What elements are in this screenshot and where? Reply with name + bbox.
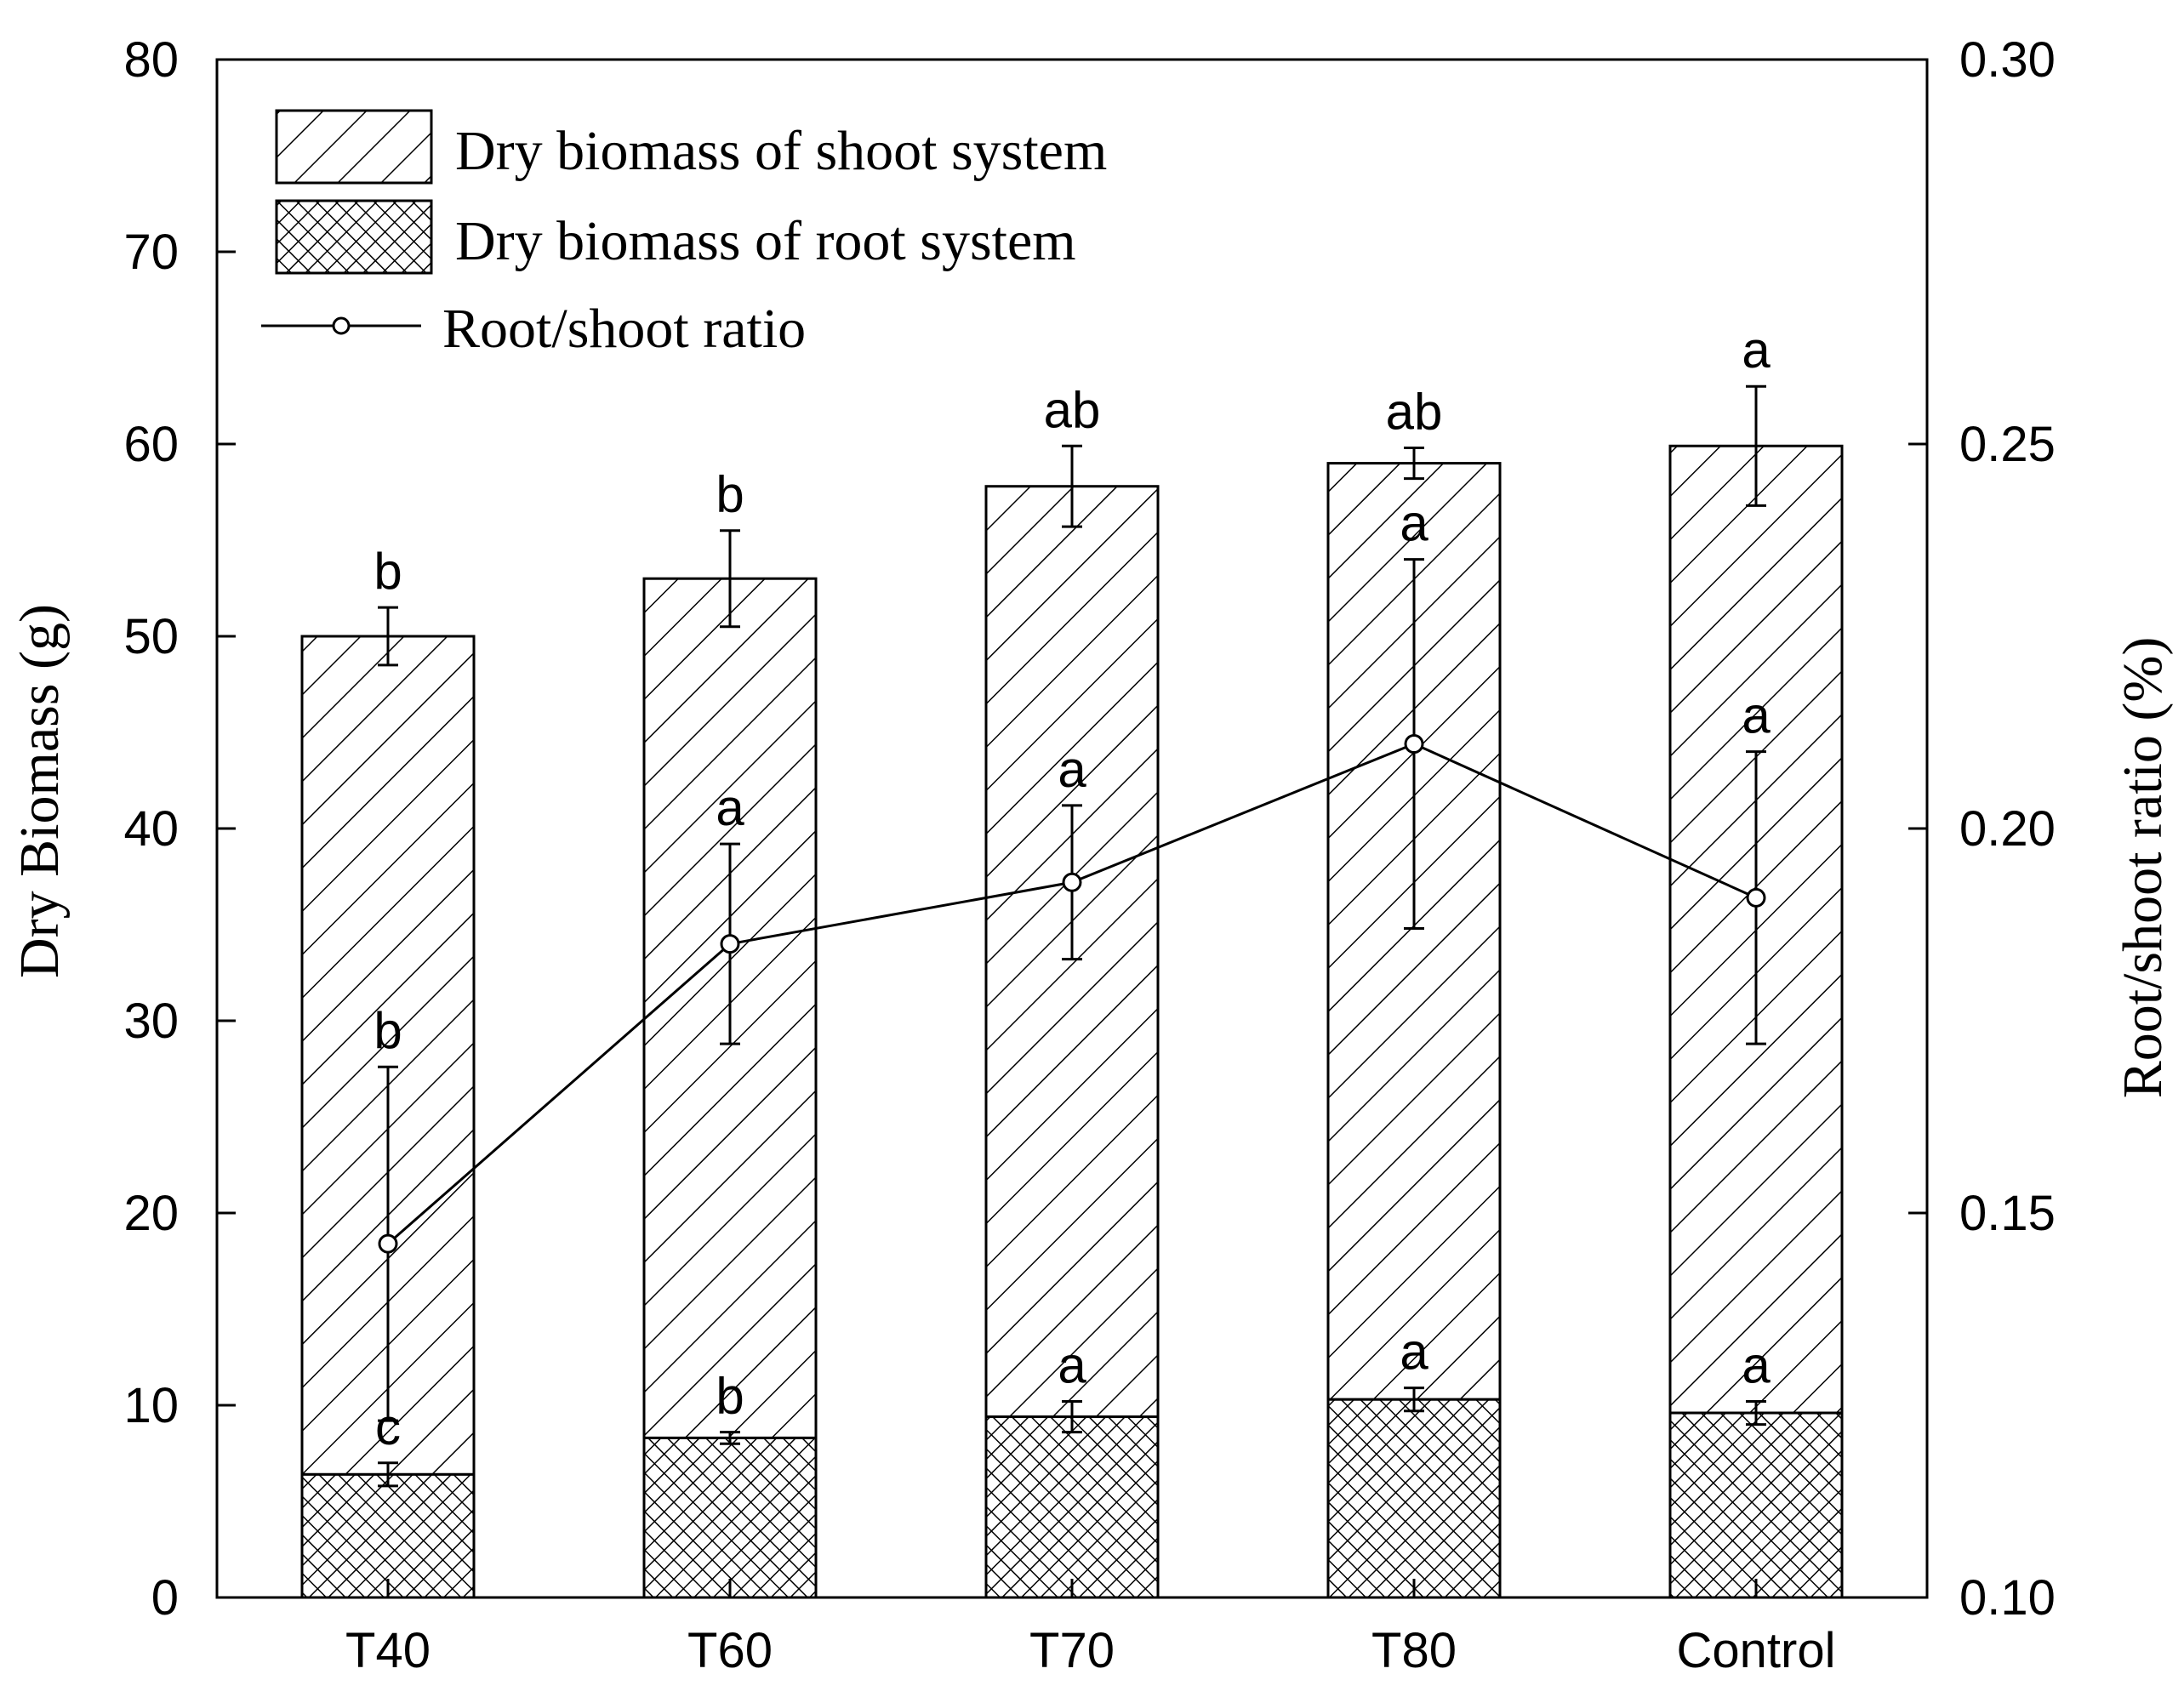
legend-swatch-shoot	[275, 109, 433, 185]
sig-ratio-t70: a	[1058, 741, 1086, 798]
x-tick-label-t80: T80	[1371, 1623, 1457, 1678]
bar-root-control	[1668, 1411, 1844, 1599]
left-axis-title: Dry Biomass (g)	[9, 604, 71, 978]
y-left-tick-label-0: 0	[151, 1570, 179, 1626]
sig-root-t60: b	[716, 1368, 744, 1425]
y-right-tick-label-0.10: 0.10	[1959, 1570, 2056, 1626]
sig-total-t60: b	[716, 466, 744, 523]
y-right-tick-label-0.20: 0.20	[1959, 801, 2056, 857]
ratio-point-t70	[1062, 872, 1082, 892]
right-axis-title: Root/shoot ratio (%)	[2112, 637, 2174, 1099]
ratio-point-t40	[378, 1233, 398, 1254]
y-right-tick-label-0.15: 0.15	[1959, 1186, 2056, 1241]
legend-label-shoot: Dry biomass of shoot system	[455, 120, 1107, 182]
ratio-point-t60	[720, 934, 740, 954]
sig-ratio-t60: a	[716, 779, 744, 836]
sig-root-control: a	[1742, 1336, 1771, 1393]
y-left-tick-label-70: 70	[123, 225, 179, 280]
bar-root-t60	[642, 1436, 818, 1599]
ratio-point-t80	[1404, 734, 1424, 755]
legend-label-root: Dry biomass of root system	[455, 210, 1076, 272]
y-left-tick-label-10: 10	[123, 1378, 179, 1433]
sig-ratio-control: a	[1742, 687, 1771, 744]
y-left-tick-label-80: 80	[123, 32, 179, 88]
y-left-tick-label-60: 60	[123, 417, 179, 472]
x-tick-label-t60: T60	[687, 1623, 773, 1678]
legend: Dry biomass of shoot system Dry biomass …	[261, 109, 1107, 360]
bar-root-t70	[984, 1415, 1160, 1599]
sig-total-control: a	[1742, 322, 1771, 379]
bar-root-t80	[1326, 1398, 1502, 1599]
y-left-tick-label-40: 40	[123, 801, 179, 857]
sig-root-t70: a	[1058, 1336, 1086, 1393]
sig-total-t40: b	[374, 543, 402, 600]
sig-total-t70: ab	[1044, 381, 1101, 438]
y-right-tick-label-0.30: 0.30	[1959, 32, 2056, 88]
sig-root-t80: a	[1400, 1324, 1428, 1381]
bar-shoot-control	[1668, 444, 1844, 1415]
ratio-line-layer: b a a a a	[374, 495, 1771, 1422]
bar-root-t40	[300, 1472, 476, 1599]
sig-total-t80: ab	[1386, 384, 1443, 441]
y-right-tick-label-0.25: 0.25	[1959, 417, 2056, 472]
y-left-tick-label-30: 30	[123, 994, 179, 1049]
y-left-tick-label-20: 20	[123, 1186, 179, 1241]
legend-label-ratio: Root/shoot ratio	[442, 298, 806, 360]
sig-ratio-t80: a	[1400, 495, 1428, 552]
y-left-tick-label-50: 50	[123, 609, 179, 664]
legend-swatch-root	[275, 199, 433, 275]
ratio-point-control	[1746, 887, 1766, 908]
x-tick-label-control: Control	[1677, 1623, 1836, 1678]
legend-marker-ratio	[332, 316, 351, 335]
sig-ratio-t40: b	[374, 1002, 402, 1059]
x-tick-label-t40: T40	[345, 1623, 431, 1678]
axes: T40 T60 T70 T80 Control 0 10 20 30 40 50 60 70 80 0.10…	[123, 32, 2055, 1678]
x-tick-label-t70: T70	[1029, 1623, 1115, 1678]
